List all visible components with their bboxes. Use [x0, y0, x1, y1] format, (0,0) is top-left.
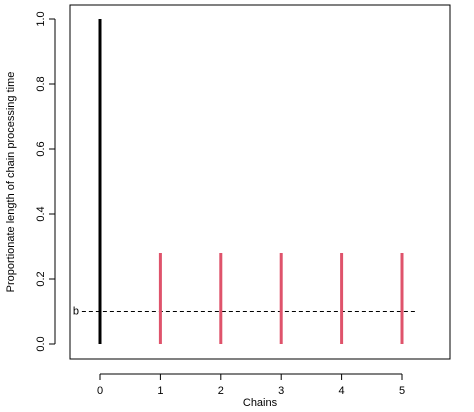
y-tick-label: 1.0 — [35, 11, 47, 26]
y-tick-label: 0.4 — [35, 206, 47, 221]
y-axis: 0.0 0.2 0.4 0.6 0.8 1.0 — [35, 11, 56, 352]
y-tick-label: 0.2 — [35, 271, 47, 286]
y-axis-title: Proportionate length of chain processing… — [5, 72, 17, 293]
x-axis: 0 1 2 3 4 5 — [97, 373, 405, 397]
x-tick-label: 4 — [339, 385, 345, 397]
x-tick-label: 3 — [278, 385, 284, 397]
x-tick-label: 1 — [157, 385, 163, 397]
reference-line-label: b — [73, 305, 79, 317]
y-tick-label: 0.8 — [35, 76, 47, 91]
plot-frame — [69, 4, 451, 360]
x-tick-label: 2 — [218, 385, 224, 397]
x-tick-label: 0 — [97, 385, 103, 397]
chart-marks: b — [73, 19, 418, 344]
y-tick-label: 0.6 — [35, 141, 47, 156]
x-tick-label: 5 — [399, 385, 405, 397]
x-axis-title: Chains — [243, 397, 278, 409]
y-tick-label: 0.0 — [35, 336, 47, 351]
